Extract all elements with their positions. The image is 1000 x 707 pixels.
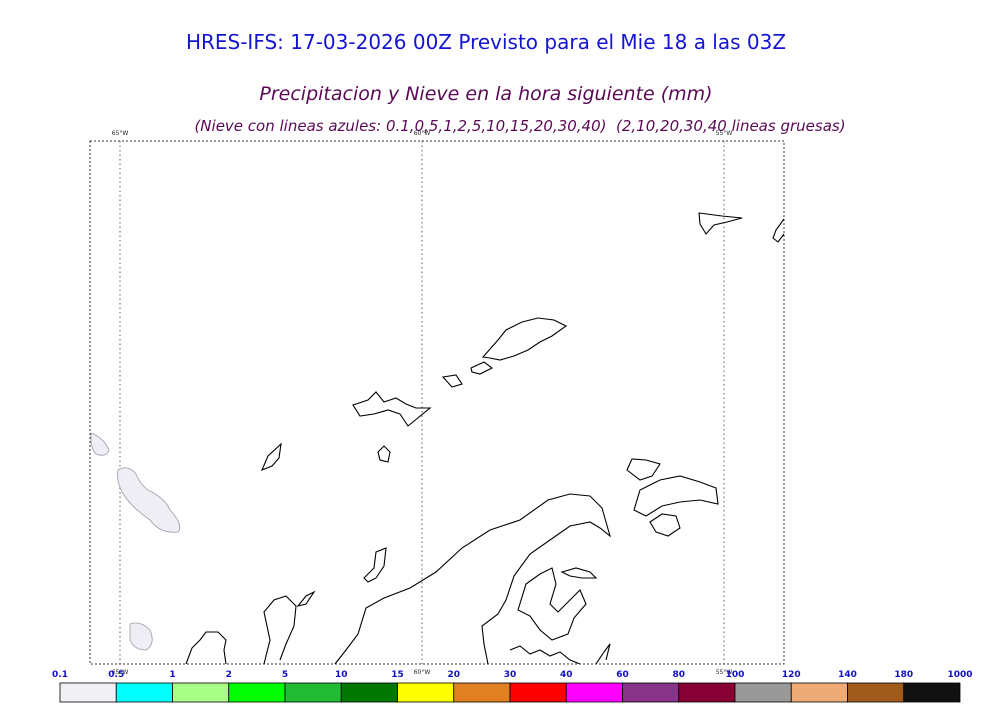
- subtitle-note: (Nieve con lineas azules: 0.1,0,5,1,2,5,…: [194, 117, 845, 135]
- title: HRES-IFS: 17-03-2026 00Z Previsto para e…: [186, 30, 786, 54]
- meridian-label: 60°W: [414, 130, 431, 137]
- colorbar-label: 15: [391, 670, 404, 680]
- meridian-label: 65°W: [112, 130, 129, 137]
- meridian-label: 55°W: [716, 130, 733, 137]
- colorbar-label: 30: [504, 670, 517, 680]
- colorbar-label: 1000: [947, 670, 972, 680]
- color-box: [509, 682, 567, 703]
- color-box: [790, 682, 848, 703]
- colorbar-label: 100: [726, 670, 745, 680]
- meridian-label: 55°W: [716, 669, 733, 676]
- color-box: [622, 682, 680, 703]
- colorbar-label: 10: [335, 670, 348, 680]
- colorbar-label: 180: [894, 670, 913, 680]
- subtitle: Precipitacion y Nieve en la hora siguien…: [259, 83, 712, 105]
- color-box: [847, 682, 905, 703]
- colorbar-label: 80: [672, 670, 685, 680]
- precipitation: [90, 432, 181, 651]
- colorbar-label: 2: [226, 670, 232, 680]
- colorbar: 0.1 0.5 1 2 5 10 15 20 30 40 60 80 100 120 140 180 1000: [52, 670, 973, 703]
- color-box: [734, 682, 792, 703]
- meridian-label: 65°W: [112, 669, 129, 676]
- colorbar-label: 20: [447, 670, 460, 680]
- coastline: [185, 212, 785, 665]
- meridian-labels: 65°W 65°W 60°W 60°W 55°W 55°W: [112, 130, 733, 676]
- color-box: [284, 682, 342, 703]
- colorbar-label: 0.5: [108, 670, 124, 680]
- colorbar-label: 40: [560, 670, 573, 680]
- colorbar-label: 120: [782, 670, 801, 680]
- color-box: [453, 682, 511, 703]
- colorbar-label: 5: [282, 670, 288, 680]
- colorbar-label: 1: [169, 670, 175, 680]
- color-box: [903, 682, 961, 703]
- map: [89, 140, 785, 665]
- color-box: [172, 682, 230, 703]
- colorbar-label: 60: [616, 670, 629, 680]
- color-box: [59, 682, 117, 703]
- color-box: [397, 682, 455, 703]
- color-box: [115, 682, 173, 703]
- colorbar-label: 0.1: [52, 670, 68, 680]
- color-box: [228, 682, 286, 703]
- color-box: [340, 682, 398, 703]
- color-box: [678, 682, 736, 703]
- map-frame: [89, 140, 785, 665]
- color-box: [565, 682, 623, 703]
- meridian-label: 60°W: [414, 669, 431, 676]
- colorbar-label: 140: [838, 670, 857, 680]
